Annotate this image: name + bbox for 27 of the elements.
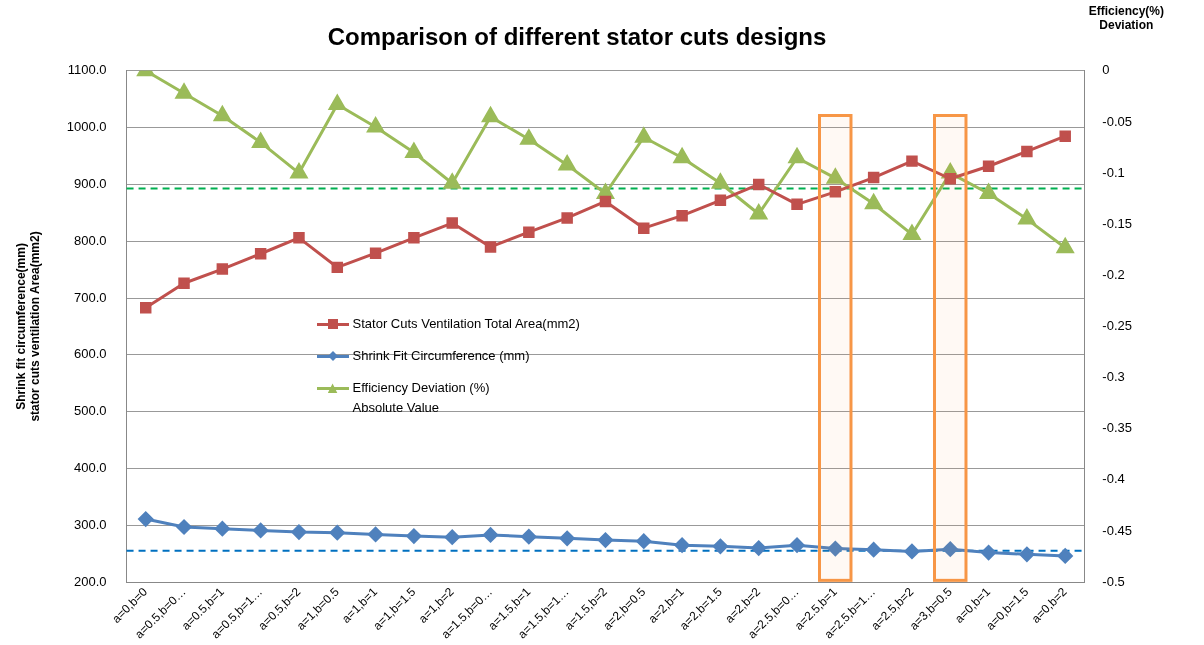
- chart-title: Comparison of different stator cuts designs: [327, 23, 827, 51]
- y2-tick-label: -0.4: [1102, 471, 1125, 487]
- y-tick-label: 400.0: [74, 460, 107, 476]
- legend-label: Shrink Fit Circumference (mm): [352, 347, 530, 366]
- y-axis-title: Shrink fit circumference(mm) stator cuts ventilation Area(mm2): [13, 231, 42, 422]
- y2-tick-label: -0.35: [1102, 420, 1133, 436]
- y-tick-label: 700.0: [74, 289, 107, 305]
- y-tick-label: 200.0: [74, 573, 107, 589]
- y2-tick-label: -0.5: [1102, 573, 1125, 589]
- y-tick-label: 600.0: [74, 346, 107, 362]
- y-tick-label: 500.0: [74, 403, 107, 419]
- y2-tick-label: -0.3: [1102, 369, 1125, 385]
- y2-tick-label: 0: [1102, 62, 1110, 78]
- y2-tick-label: -0.2: [1102, 266, 1125, 282]
- y2-axis-title: Efficiency(%) Deviation: [1088, 4, 1164, 32]
- legend-label: Stator Cuts Ventilation Total Area(mm2): [352, 315, 580, 334]
- y-tick-label: 300.0: [74, 516, 107, 532]
- y2-tick-label: -0.25: [1102, 318, 1133, 334]
- legend-label: Efficiency Deviation (%) Absolute Value: [352, 379, 490, 418]
- y-tick-label: 800.0: [74, 232, 107, 248]
- y-tick-label: 1100.0: [67, 62, 107, 78]
- y2-tick-label: -0.05: [1102, 113, 1133, 129]
- y2-tick-label: -0.15: [1102, 215, 1133, 231]
- y2-tick-label: -0.45: [1102, 522, 1133, 538]
- y-tick-label: 900.0: [74, 176, 107, 191]
- y-tick-label: 1000.0: [66, 119, 107, 135]
- y2-tick-label: -0.1: [1102, 164, 1125, 180]
